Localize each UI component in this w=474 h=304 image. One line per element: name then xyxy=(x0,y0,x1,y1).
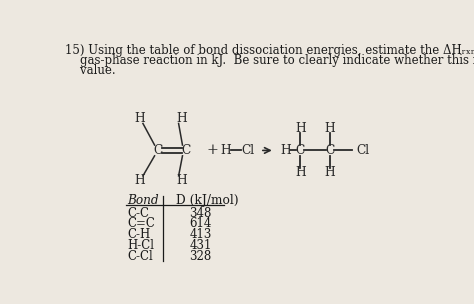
Text: H: H xyxy=(280,144,291,157)
Text: D (kJ/mol): D (kJ/mol) xyxy=(175,194,238,207)
Text: H: H xyxy=(135,174,145,187)
Text: C: C xyxy=(296,144,305,157)
Text: 614: 614 xyxy=(190,217,212,230)
Text: value.: value. xyxy=(64,64,115,77)
Text: H: H xyxy=(324,123,335,135)
Text: 431: 431 xyxy=(190,239,212,252)
Text: 413: 413 xyxy=(190,228,212,241)
Text: C=C: C=C xyxy=(128,217,155,230)
Text: C-C: C-C xyxy=(128,207,149,220)
Text: H: H xyxy=(295,123,306,135)
Text: H: H xyxy=(220,144,231,157)
Text: H: H xyxy=(324,165,335,178)
Text: H: H xyxy=(176,174,187,187)
Text: Cl: Cl xyxy=(356,144,369,157)
Text: H: H xyxy=(176,112,187,125)
Text: H: H xyxy=(295,165,306,178)
Text: 348: 348 xyxy=(190,207,212,220)
Text: H: H xyxy=(135,112,145,125)
Text: C-Cl: C-Cl xyxy=(128,250,153,263)
Text: C: C xyxy=(181,144,190,157)
Text: C: C xyxy=(325,144,334,157)
Text: Cl: Cl xyxy=(242,144,255,157)
Text: 15) Using the table of bond dissociation energies, estimate the ΔHᵣₓₙ for the fo: 15) Using the table of bond dissociation… xyxy=(64,44,474,57)
Text: 328: 328 xyxy=(190,250,212,263)
Text: C: C xyxy=(153,144,162,157)
Text: gas-phase reaction in kJ.  Be sure to clearly indicate whether this is a negativ: gas-phase reaction in kJ. Be sure to cle… xyxy=(64,54,474,67)
Text: Bond: Bond xyxy=(128,194,159,207)
Text: C-H: C-H xyxy=(128,228,151,241)
Text: +: + xyxy=(207,143,219,157)
Text: H-Cl: H-Cl xyxy=(128,239,155,252)
